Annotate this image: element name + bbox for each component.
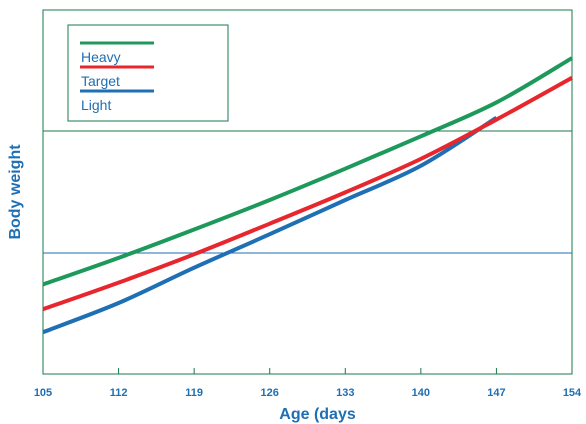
x-tick-label: 140 (412, 387, 430, 399)
series-line-light (42, 116, 498, 335)
legend-label-light: Light (81, 97, 111, 113)
series-line-heavy (42, 56, 574, 287)
x-tick-label: 147 (487, 387, 505, 399)
legend-label-heavy: Heavy (81, 49, 121, 65)
plot-frame (42, 9, 573, 375)
x-axis-title: Age (days (279, 406, 356, 423)
x-tick-label: 133 (336, 387, 354, 399)
series-line-target (42, 75, 573, 312)
legend-box (67, 24, 229, 122)
y-axis-title: Body weight (7, 144, 24, 240)
gridlines (43, 130, 572, 254)
legend: Heavy Target Light (67, 24, 229, 122)
x-tick-label: 154 (563, 387, 582, 399)
x-tick-label: 126 (261, 387, 279, 399)
x-axis-ticks: 105 112 119 126 133 140 147 154 (34, 368, 582, 399)
legend-label-target: Target (81, 73, 120, 89)
plot-area (42, 9, 573, 375)
x-tick-label: 119 (185, 387, 203, 399)
x-tick-label: 112 (110, 387, 128, 399)
x-tick-label: 105 (34, 387, 52, 399)
series-lines (42, 56, 574, 335)
